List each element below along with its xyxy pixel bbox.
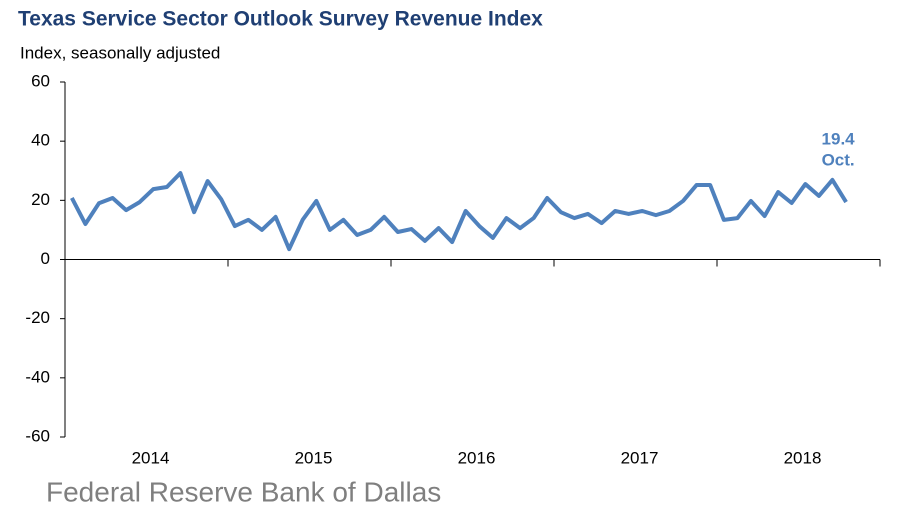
x-tick-label: 2015 [295,448,333,467]
y-tick-label: 60 [31,71,50,90]
chart-title: Texas Service Sector Outlook Survey Reve… [18,8,543,31]
y-tick-label: 0 [41,249,50,268]
y-tick-label: 20 [31,190,50,209]
chart-subtitle: Index, seasonally adjusted [20,43,220,62]
y-tick-label: -40 [25,367,50,386]
x-tick-label: 2018 [784,448,822,467]
x-tick-label: 2016 [458,448,496,467]
y-tick-label: 40 [31,131,50,150]
y-tick-label: -20 [25,308,50,327]
annotation: Oct. [822,150,855,169]
y-tick-label: -60 [25,426,50,445]
line [70,171,848,252]
x-tick-label: 2014 [132,448,170,467]
x-tick-label: 2017 [621,448,659,467]
value-label: 19.4 [822,129,856,148]
source: Federal Reserve Bank of Dallas [46,476,441,507]
